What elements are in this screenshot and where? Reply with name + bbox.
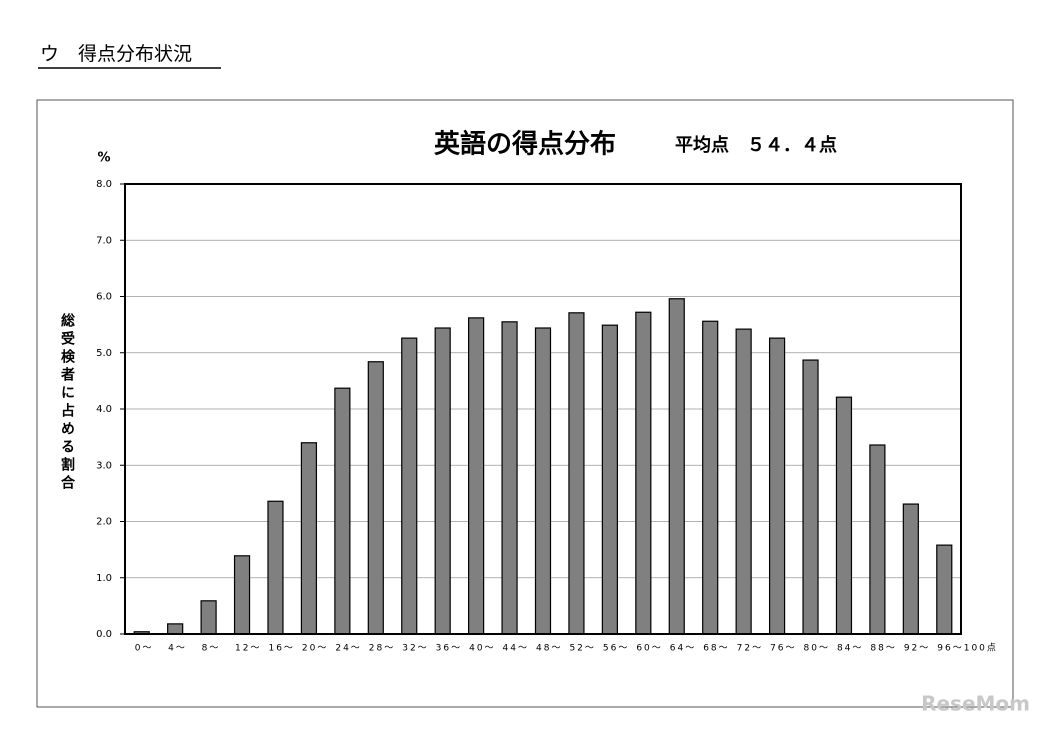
y-tick-label: 7.0 [96,235,112,246]
x-tick-label: 24～ [335,644,361,654]
y-tick-label: 6.0 [96,292,112,303]
x-tick-label: 72～ [737,644,763,654]
plot-border [124,183,962,635]
x-tick-label: 28～ [369,644,395,654]
y-unit: % [97,151,110,166]
bar [869,444,886,635]
bar [635,311,652,635]
bar [300,442,318,635]
bar [434,327,451,635]
bar [267,500,284,635]
bar [167,623,184,635]
x-tick-label: 68～ [703,644,729,654]
bar [802,359,819,635]
y-axis-label: 総受検者に占める割合 [59,312,75,493]
bar [200,600,217,635]
bar [233,555,251,635]
x-tick-label: 84～ [837,644,863,654]
y-tick-label: 4.0 [96,404,112,415]
x-tick-label: 92～ [904,644,930,654]
bar [902,503,919,635]
x-tick-label: 8～ [202,644,221,654]
y-tick-label: 1.0 [96,573,112,584]
bar [702,320,719,635]
bar [735,328,752,635]
x-tick-label: 60～ [636,644,662,654]
x-tick-label: 0～ [135,644,154,654]
bar [768,337,786,635]
bar [936,544,953,635]
bar [334,387,351,635]
x-tick-label: 12～ [235,644,261,654]
x-tick-label: 44～ [503,644,529,654]
y-tick-label: 2.0 [96,517,112,528]
bar [568,312,585,635]
x-tick-label: 16～ [268,644,294,654]
y-tick-label: 8.0 [96,179,112,190]
y-tick-label: 3.0 [96,460,112,471]
x-tick-label: 56～ [603,644,629,654]
bar [367,361,384,635]
y-tick-label: 0.0 [96,629,112,640]
bar [534,327,552,635]
x-tick-label: 32～ [402,644,428,654]
x-tick-label: 80～ [804,644,830,654]
x-tick-label: 76～ [770,644,796,654]
x-tick-label: 52～ [569,644,595,654]
chart-title: 英語の得点分布 [434,129,616,160]
x-tick-label: 64～ [670,644,696,654]
bar [501,321,518,635]
bar [401,337,418,635]
bar [468,317,485,635]
bar [668,298,685,635]
watermark: ReseMom [921,692,1030,716]
section-heading: ウ 得点分布状況 [40,43,192,65]
chart-subtitle: 平均点 ５４．４点 [675,134,837,156]
x-tick-label: 88～ [870,644,896,654]
x-tick-label: 40～ [469,644,495,654]
y-tick-label: 5.0 [96,348,112,359]
bar [835,396,853,635]
bar [601,324,618,635]
x-tick-label: 4～ [168,644,187,654]
chart-frame [36,99,1014,708]
x-tick-label: 20～ [302,644,328,654]
x-tick-label: 48～ [536,644,562,654]
x-tick-label: 96～100点 [937,643,998,654]
x-tick-label: 36～ [436,644,462,654]
